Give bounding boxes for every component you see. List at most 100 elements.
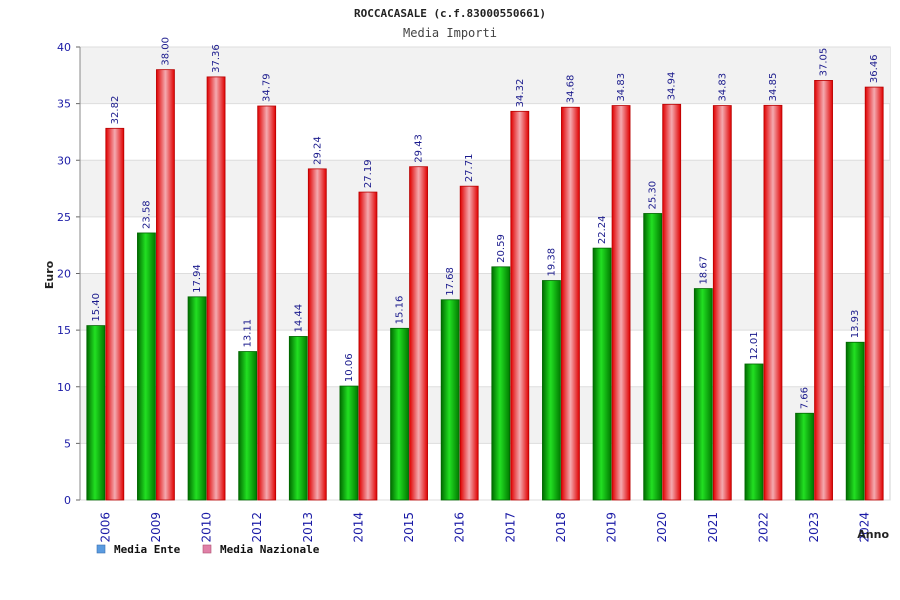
bar-media-ente-2006 [86,325,106,501]
x-tick-label: 2014 [351,512,365,543]
bar-media-ente-2009 [137,232,156,501]
bar-media-ente-2019 [592,247,612,501]
bar-media-nazionale-2012 [257,105,277,501]
x-tick-label: 2024 [858,512,872,543]
value-label-media-nazionale-2024: 36.46 [869,54,880,83]
x-tick-label: 2013 [301,512,315,543]
legend-swatch-media-ente [96,544,106,554]
value-label-media-nazionale-2020: 34.94 [667,72,678,101]
x-tick-label: 2016 [453,512,467,543]
x-tick-label: 2006 [98,512,112,543]
value-label-media-ente-2020: 25.30 [648,181,659,210]
value-label-media-nazionale-2017: 34.32 [515,79,526,108]
x-tick-label: 2022 [756,512,770,543]
bar-media-nazionale-2006 [105,127,125,501]
x-tick-label: 2015 [402,512,416,543]
bars [86,69,884,501]
bar-media-ente-2012 [238,351,258,501]
value-label-media-ente-2023: 7.66 [800,387,811,409]
bar-media-nazionale-2018 [561,106,580,501]
value-label-media-nazionale-2009: 38.00 [160,37,171,66]
bar-media-ente-2023 [795,412,814,501]
y-tick-label: 5 [64,437,71,450]
value-label-media-ente-2006: 15.40 [91,293,102,322]
legend-label-media-ente: Media Ente [114,543,181,556]
value-label-media-ente-2018: 19.38 [546,248,557,277]
bar-media-ente-2024 [845,341,865,501]
value-label-media-ente-2016: 17.68 [445,267,456,296]
value-label-media-nazionale-2021: 34.83 [717,73,728,102]
value-label-media-nazionale-2013: 29.24 [312,136,323,165]
y-tick-label: 15 [57,324,71,337]
bar-media-nazionale-2021 [712,105,732,501]
value-label-media-ente-2014: 10.06 [344,353,355,382]
y-tick-label: 20 [57,268,71,281]
bar-media-nazionale-2014 [358,191,378,501]
legend-label-media-nazionale: Media Nazionale [220,543,320,556]
bar-media-nazionale-2023 [814,80,833,501]
y-tick-label: 30 [57,154,71,167]
value-label-media-ente-2015: 15.16 [395,296,406,325]
bar-media-nazionale-2024 [864,86,884,501]
y-axis-label: Euro [43,260,56,289]
legend-swatch-media-nazionale [202,544,212,554]
bar-media-nazionale-2020 [662,103,682,501]
value-label-media-ente-2017: 20.59 [496,234,507,263]
value-label-media-ente-2021: 18.67 [698,256,709,285]
x-tick-label: 2019 [605,512,619,543]
value-label-media-nazionale-2015: 29.43 [414,134,425,163]
bar-media-ente-2015 [390,327,409,501]
chart-title: ROCCACASALE (c.f.83000550661) [354,7,546,20]
value-label-media-ente-2013: 14.44 [293,304,304,333]
x-axis-label: Anno [857,528,889,541]
y-tick-label: 10 [57,381,71,394]
x-tick-label: 2021 [706,512,720,543]
bar-media-ente-2021 [693,288,713,501]
value-label-media-nazionale-2019: 34.83 [616,73,627,102]
bar-media-nazionale-2013 [307,168,327,501]
x-tick-label: 2010 [200,512,214,543]
y-tick-label: 40 [57,41,71,54]
bar-media-ente-2010 [187,296,207,501]
bar-media-ente-2022 [744,363,764,501]
value-label-media-nazionale-2012: 34.79 [262,73,273,102]
value-label-media-ente-2009: 23.58 [141,200,152,229]
y-tick-label: 35 [57,98,71,111]
bar-media-nazionale-2010 [206,76,226,501]
x-axis-ticks: 2006 2009 2010 2012 2013 2014 2015 2016 2017 2018… [98,512,871,543]
bar-media-nazionale-2015 [409,166,428,501]
value-label-media-nazionale-2016: 27.71 [464,154,475,183]
bar-media-nazionale-2017 [510,110,530,501]
chart-subtitle: Media Importi [403,26,497,40]
bar-media-nazionale-2019 [611,105,631,501]
x-tick-label: 2017 [503,512,517,543]
bar-media-ente-2020 [643,213,663,501]
value-label-media-nazionale-2006: 32.82 [110,96,121,125]
y-tick-label: 0 [64,494,71,507]
value-label-media-ente-2012: 13.11 [243,319,254,348]
x-tick-label: 2012 [250,512,264,543]
value-label-media-nazionale-2023: 37.05 [819,48,830,77]
bar-media-ente-2014 [339,385,359,501]
x-tick-label: 2023 [807,512,821,543]
bar-media-nazionale-2009 [156,69,175,501]
value-label-media-nazionale-2022: 34.85 [768,73,779,102]
bar-media-nazionale-2016 [459,185,479,501]
x-tick-label: 2020 [655,512,669,543]
value-label-media-nazionale-2018: 34.68 [565,75,576,104]
value-label-media-ente-2019: 22.24 [597,215,608,244]
value-label-media-ente-2022: 12.01 [749,331,760,360]
bar-media-ente-2016 [440,299,460,501]
value-label-media-nazionale-2010: 37.36 [211,44,222,73]
bar-media-ente-2018 [542,280,561,501]
value-labels: 15.40 32.82 23.58 38.00 17.94 37.36 13.11 34.79… [91,37,880,409]
value-label-media-nazionale-2014: 27.19 [363,159,374,188]
y-axis-ticks: 0 5 10 15 20 25 30 35 40 [57,41,81,507]
x-tick-label: 2009 [149,512,163,543]
bar-media-ente-2013 [288,336,308,501]
bar-media-nazionale-2022 [763,104,783,501]
bar-media-ente-2017 [491,266,511,501]
value-label-media-ente-2010: 17.94 [192,264,203,293]
x-tick-label: 2018 [554,512,568,543]
